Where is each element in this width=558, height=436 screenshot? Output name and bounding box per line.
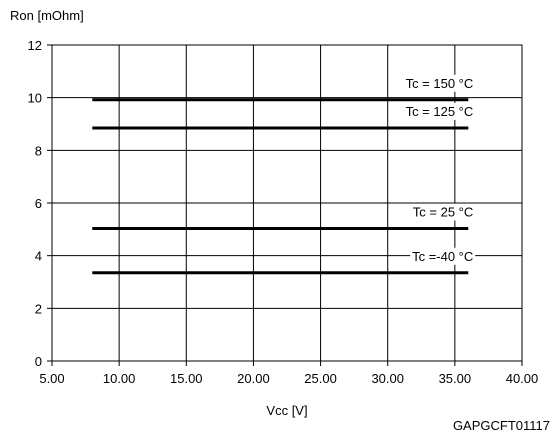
y-tick-label: 6 bbox=[35, 196, 42, 211]
series-label-background bbox=[410, 247, 476, 265]
series-label-background bbox=[410, 203, 476, 221]
x-tick-labels: 5.00 10.00 15.00 20.00 25.00 30.00 35.00 40.00 bbox=[39, 371, 538, 386]
series-label-text: Tc = 125 °C bbox=[406, 104, 474, 119]
series-labels: Tc = 150 °C Tc = 125 °C Tc = 25 °C Tc =-40 … bbox=[403, 74, 476, 265]
x-axis-title: Vcc [V] bbox=[266, 403, 307, 418]
plot-frame bbox=[51, 44, 523, 362]
x-tick-label: 35.00 bbox=[439, 371, 472, 386]
y-tick-labels: 0 2 4 6 8 10 12 bbox=[28, 38, 42, 369]
series-label-text: Tc = 150 °C bbox=[406, 76, 474, 91]
series-label-1: Tc = 150 °C bbox=[403, 74, 476, 92]
series-label-background bbox=[403, 74, 476, 92]
y-tick-label: 12 bbox=[28, 38, 42, 53]
series-label-4: Tc =-40 °C bbox=[410, 247, 476, 265]
y-tick-label: 0 bbox=[35, 354, 42, 369]
series-label-3: Tc = 25 °C bbox=[410, 203, 476, 221]
x-tick-label: 20.00 bbox=[237, 371, 270, 386]
series-lines bbox=[92, 98, 469, 275]
figure-code: GAPGCFT01117 bbox=[453, 418, 550, 433]
x-tick-label: 10.00 bbox=[103, 371, 136, 386]
x-tick-label: 30.00 bbox=[371, 371, 404, 386]
y-axis-title: Ron [mOhm] bbox=[10, 8, 84, 23]
x-tick-label: 40.00 bbox=[506, 371, 539, 386]
grid bbox=[47, 44, 523, 366]
y-tick-label: 2 bbox=[35, 301, 42, 316]
series-label-background bbox=[403, 102, 476, 120]
y-tick-label: 10 bbox=[28, 91, 42, 106]
x-tick-label: 15.00 bbox=[170, 371, 203, 386]
series-label-text: Tc =-40 °C bbox=[412, 249, 473, 264]
y-tick-label: 4 bbox=[35, 249, 42, 264]
series-label-text: Tc = 25 °C bbox=[413, 205, 473, 220]
series-label-2: Tc = 125 °C bbox=[403, 102, 476, 120]
y-tick-label: 8 bbox=[35, 143, 42, 158]
x-tick-label: 25.00 bbox=[304, 371, 337, 386]
x-tick-label: 5.00 bbox=[39, 371, 64, 386]
